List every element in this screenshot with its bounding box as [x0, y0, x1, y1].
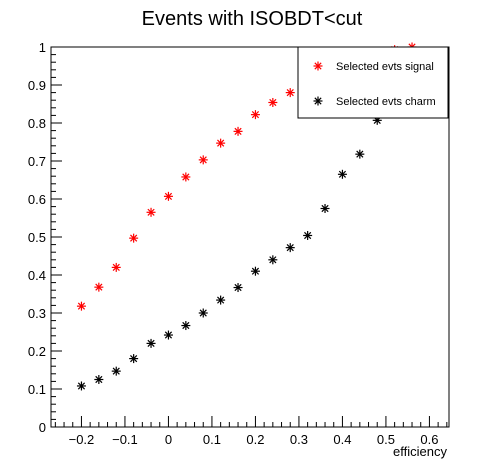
y-tick-label: 0.2 [28, 344, 46, 359]
legend-charm-asterisk [313, 96, 323, 106]
legend-marker-signal [313, 61, 323, 71]
charm-point [285, 243, 295, 253]
signal-point [181, 172, 191, 182]
charm-point [111, 366, 121, 376]
charm-point [181, 321, 191, 331]
y-tick-label: 0.8 [28, 116, 46, 131]
charm-point [94, 375, 104, 384]
legend-label-signal: Selected evts signal [336, 61, 434, 73]
signal-point [129, 233, 139, 243]
x-tick-label: 0.6 [420, 432, 438, 447]
charm-point [198, 308, 208, 318]
legend: Selected evts signal Selected evts charm [297, 46, 449, 119]
charm-point [76, 381, 86, 391]
x-tick-label: 0.5 [377, 432, 395, 447]
y-tick-label: 0.3 [28, 306, 46, 321]
charm-point [163, 330, 173, 340]
x-axis: −0.2 −0.1 0 0.1 0.2 0.3 0.4 0.5 0.6 [54, 416, 448, 447]
signal-point [111, 262, 121, 272]
legend-label-charm: Selected evts charm [336, 96, 436, 108]
x-tick-label: 0.4 [333, 432, 351, 447]
charm-point [268, 255, 278, 265]
y-axis: 0 0.1 0.2 0.3 0.4 0.5 0.6 0.7 0.8 0.9 1 [28, 40, 62, 435]
signal-point [216, 138, 226, 148]
y-tick-label: 0.6 [28, 192, 46, 207]
chart-title: Events with ISOBDT<cut [142, 8, 363, 30]
legend-box [297, 46, 449, 119]
signal-point [76, 301, 86, 311]
x-tick-label: 0.1 [203, 432, 221, 447]
x-tick-label: 0 [165, 432, 172, 447]
signal-point [233, 126, 243, 136]
charm-point [250, 266, 260, 276]
y-tick-label: 0.1 [28, 382, 46, 397]
y-tick-label: 0.5 [28, 230, 46, 245]
signal-point [146, 207, 156, 217]
y-tick-label: 1 [39, 40, 46, 55]
y-tick-label: 0.4 [28, 268, 46, 283]
signal-point [268, 97, 278, 107]
signal-point [285, 88, 295, 98]
y-tick-label: 0.9 [28, 78, 46, 93]
charm-point [320, 204, 330, 213]
x-tick-label: −0.2 [69, 432, 95, 447]
x-tick-label: 0.3 [290, 432, 308, 447]
signal-point [94, 282, 104, 292]
y-tick-label: 0 [39, 420, 46, 435]
legend-marker-charm [313, 96, 323, 106]
x-axis-title: efficiency [393, 444, 447, 459]
x-tick-label: −0.1 [112, 432, 138, 447]
charm-point [303, 230, 313, 240]
charm-point [146, 338, 156, 348]
charm-point [233, 283, 243, 293]
charm-point [355, 149, 365, 159]
legend-signal-asterisk [313, 61, 323, 71]
x-tick-label: 0.2 [246, 432, 264, 447]
charm-point [129, 354, 139, 364]
signal-point [198, 155, 208, 165]
signal-point [250, 110, 260, 120]
charm-point [216, 295, 226, 305]
signal-point [163, 191, 173, 201]
y-tick-label: 0.7 [28, 154, 46, 169]
charm-point [337, 169, 347, 179]
